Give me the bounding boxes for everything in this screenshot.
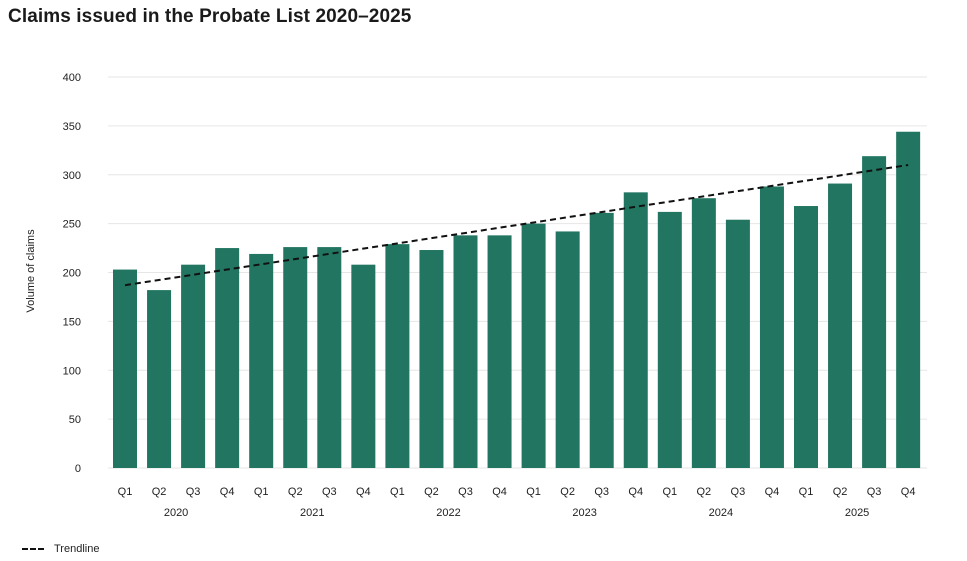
gridlines [108, 76, 927, 469]
bar [521, 223, 546, 468]
x-tick-label: Q2 [152, 486, 167, 498]
bar [589, 212, 614, 468]
x-axis-year-labels: 2020 2021 2022 2023 2024 2025 [164, 507, 869, 519]
x-tick-label: Q1 [390, 486, 405, 498]
bar [351, 264, 376, 468]
bar [453, 235, 478, 468]
bar [181, 264, 206, 468]
trendline-legend-swatch [22, 548, 44, 550]
bar [862, 156, 887, 469]
bar [691, 198, 716, 468]
bar [215, 248, 240, 468]
legend-label-trendline: Trendline [54, 543, 100, 555]
x-tick-label: Q1 [118, 486, 133, 498]
bar [249, 253, 274, 468]
y-tick-label: 350 [63, 121, 81, 133]
bar [828, 183, 853, 469]
x-tick-label: Q1 [254, 486, 269, 498]
x-tick-label: Q3 [458, 486, 473, 498]
x-tick-label: Q4 [901, 486, 916, 498]
x-tick-label: Q2 [424, 486, 439, 498]
bar [794, 206, 818, 468]
y-axis-ticks: 0 50 100 150 200 250 300 350 400 [63, 72, 81, 475]
x-tick-label: Q1 [526, 486, 541, 498]
y-axis-label: Volume of claims [25, 229, 37, 313]
bar [385, 244, 410, 468]
y-tick-label: 50 [69, 414, 81, 426]
bar [487, 235, 512, 468]
y-tick-label: 250 [63, 219, 81, 231]
x-group-label: 2020 [164, 507, 188, 519]
bar [147, 290, 172, 468]
x-tick-label: Q2 [833, 486, 848, 498]
y-tick-label: 200 [63, 268, 81, 280]
x-tick-label: Q1 [799, 486, 814, 498]
y-tick-label: 300 [63, 170, 81, 182]
x-tick-label: Q2 [288, 486, 303, 498]
trendline-line [124, 163, 909, 287]
bar [896, 131, 921, 469]
bar [759, 186, 784, 469]
bar [725, 219, 750, 468]
bars [113, 131, 921, 469]
x-tick-label: Q2 [560, 486, 575, 498]
x-tick-label: Q4 [765, 486, 780, 498]
bar [623, 192, 648, 468]
x-tick-label: Q4 [356, 486, 371, 498]
x-tick-label: Q4 [220, 486, 235, 498]
x-group-label: 2021 [300, 507, 324, 519]
x-tick-label: Q4 [492, 486, 507, 498]
x-tick-label: Q2 [697, 486, 712, 498]
x-tick-label: Q3 [867, 486, 882, 498]
x-axis-ticks: Q1 Q2 Q3 Q4 Q1 Q2 Q3 Q4 Q1 Q2 Q3 Q4 Q1 Q2 Q3 Q4 Q1 Q2 Q3 Q4… [118, 486, 916, 498]
bar [555, 231, 580, 468]
x-tick-label: Q3 [594, 486, 609, 498]
chart-title: Claims issued in the Probate List 2020–2… [8, 6, 412, 27]
y-tick-label: 0 [75, 463, 81, 475]
y-tick-label: 400 [63, 72, 81, 84]
x-tick-label: Q4 [628, 486, 643, 498]
legend: Trendline [22, 543, 99, 555]
bar [419, 250, 444, 468]
x-group-label: 2025 [845, 507, 869, 519]
trendline [124, 163, 909, 287]
x-tick-label: Q3 [322, 486, 337, 498]
x-tick-label: Q1 [662, 486, 677, 498]
x-tick-label: Q3 [186, 486, 201, 498]
x-tick-label: Q3 [731, 486, 746, 498]
bar [113, 269, 137, 468]
x-group-label: 2022 [436, 507, 460, 519]
bar [317, 247, 342, 468]
y-tick-label: 100 [63, 365, 81, 377]
y-tick-label: 150 [63, 316, 81, 328]
bar [657, 211, 682, 468]
bar [283, 247, 308, 468]
x-group-label: 2024 [709, 507, 733, 519]
x-group-label: 2023 [572, 507, 596, 519]
